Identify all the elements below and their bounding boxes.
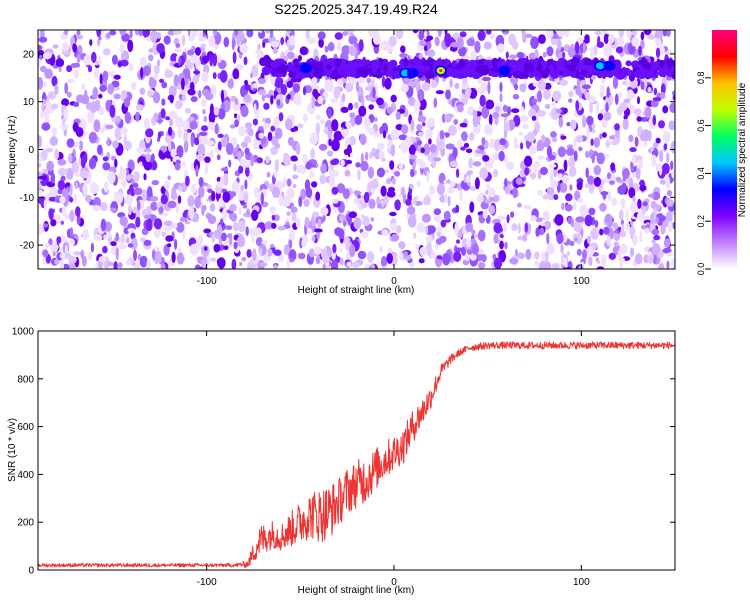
chart-title: S225.2025.347.19.49.R24 bbox=[274, 1, 438, 17]
snr-frame bbox=[37, 330, 676, 571]
x-tick-label: -100 bbox=[197, 276, 217, 287]
x-tick-label: 0 bbox=[391, 276, 397, 287]
y-tick-label: 0 bbox=[28, 566, 34, 577]
y-tick-label: -20 bbox=[20, 241, 35, 252]
y-tick-label: 0 bbox=[28, 145, 34, 156]
spectrogram-peak-core bbox=[500, 67, 509, 75]
colorbar: 0.0 0.2 0.4 0.6 0.8 Normalized spectral ampl… bbox=[696, 30, 748, 275]
spectrogram-x-ticks: -100 0 100 bbox=[197, 30, 590, 287]
spectrogram-peak-core bbox=[595, 62, 605, 70]
y-tick-label: 10 bbox=[23, 97, 35, 108]
spectrogram-peak-core bbox=[301, 64, 311, 72]
spectrogram-y-label: Frequency (Hz) bbox=[7, 116, 18, 185]
colorbar-tick-label: 0.2 bbox=[696, 215, 706, 228]
x-tick-label: 100 bbox=[573, 577, 590, 588]
y-tick-label: -10 bbox=[20, 193, 35, 204]
x-tick-label: 0 bbox=[391, 577, 397, 588]
colorbar-ticks: 0.0 0.2 0.4 0.6 0.8 bbox=[696, 72, 711, 276]
snr-y-ticks: 0 200 400 600 800 1000 bbox=[12, 327, 675, 577]
colorbar-scale bbox=[712, 30, 737, 269]
snr-y-label: SNR (10 * v/v) bbox=[7, 418, 18, 482]
snr-series-line bbox=[38, 341, 675, 568]
x-tick-label: -100 bbox=[197, 577, 217, 588]
y-tick-label: 400 bbox=[17, 470, 34, 481]
spectrogram-peak-max bbox=[439, 69, 443, 73]
snr-background bbox=[38, 331, 675, 570]
colorbar-tick-label: 0.4 bbox=[696, 167, 706, 180]
spectrogram-cells bbox=[38, 30, 675, 269]
colorbar-tick-label: 0.0 bbox=[696, 263, 706, 276]
spectrogram-peak-core bbox=[605, 62, 614, 70]
y-tick-label: 200 bbox=[17, 518, 34, 529]
colorbar-label: Normalized spectral amplitude bbox=[737, 82, 748, 217]
y-tick-label: 20 bbox=[23, 49, 35, 60]
snr-panel: -100 0 100 0 200 400 600 800 1000 Height of str… bbox=[7, 327, 676, 596]
spectrogram-peaks bbox=[299, 60, 616, 79]
spectrogram-peak-core bbox=[408, 69, 417, 77]
snr-x-label: Height of straight line (km) bbox=[298, 585, 415, 596]
y-tick-label: 800 bbox=[17, 374, 34, 385]
x-tick-label: 100 bbox=[573, 276, 590, 287]
y-tick-label: 1000 bbox=[12, 327, 35, 338]
colorbar-tick-label: 0.6 bbox=[696, 119, 706, 132]
spectrogram-x-label: Height of straight line (km) bbox=[298, 285, 415, 296]
spectrogram-y-ticks: 20 10 0 -10 -20 bbox=[20, 49, 675, 252]
y-tick-label: 600 bbox=[17, 422, 34, 433]
snr-x-ticks: -100 0 100 bbox=[197, 331, 590, 588]
colorbar-tick-label: 0.8 bbox=[696, 72, 706, 85]
